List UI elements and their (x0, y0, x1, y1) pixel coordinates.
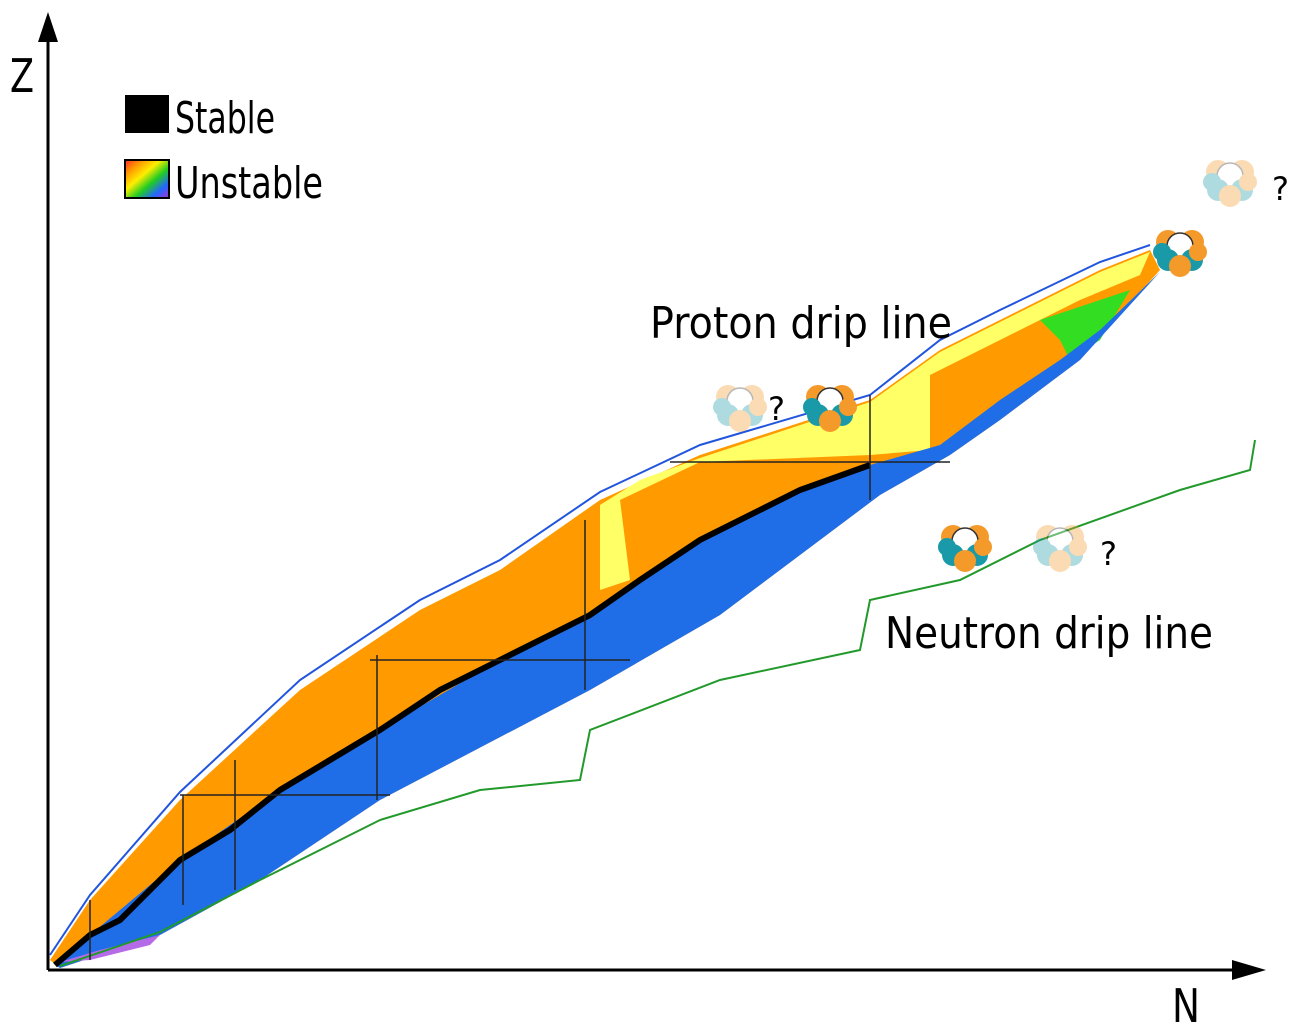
y-axis-label: Z (10, 49, 34, 103)
legend-label: Stable (175, 93, 275, 144)
nucleus-icon (938, 525, 992, 572)
neutron-drip-label: Neutron drip line (885, 608, 1213, 659)
question-mark: ? (1272, 170, 1289, 208)
nucleus-icon-faded (1033, 525, 1087, 572)
x-axis-label: N (1172, 979, 1200, 1027)
nucleus-icon (1153, 230, 1207, 277)
question-mark: ? (1100, 535, 1117, 573)
question-mark: ? (768, 390, 785, 428)
nuclide-chart: ? ? ? Z N Stable Unstable Proton drip li… (0, 0, 1289, 1027)
nucleus-icon-faded (713, 385, 767, 432)
legend-label: Unstable (175, 158, 323, 209)
legend-swatch-stable (125, 95, 169, 133)
x-arrow (1232, 960, 1266, 980)
legend-swatch-unstable (125, 160, 169, 198)
nucleus-icon-faded (1203, 160, 1257, 207)
y-arrow (38, 12, 58, 42)
proton-drip-label: Proton drip line (650, 298, 952, 349)
